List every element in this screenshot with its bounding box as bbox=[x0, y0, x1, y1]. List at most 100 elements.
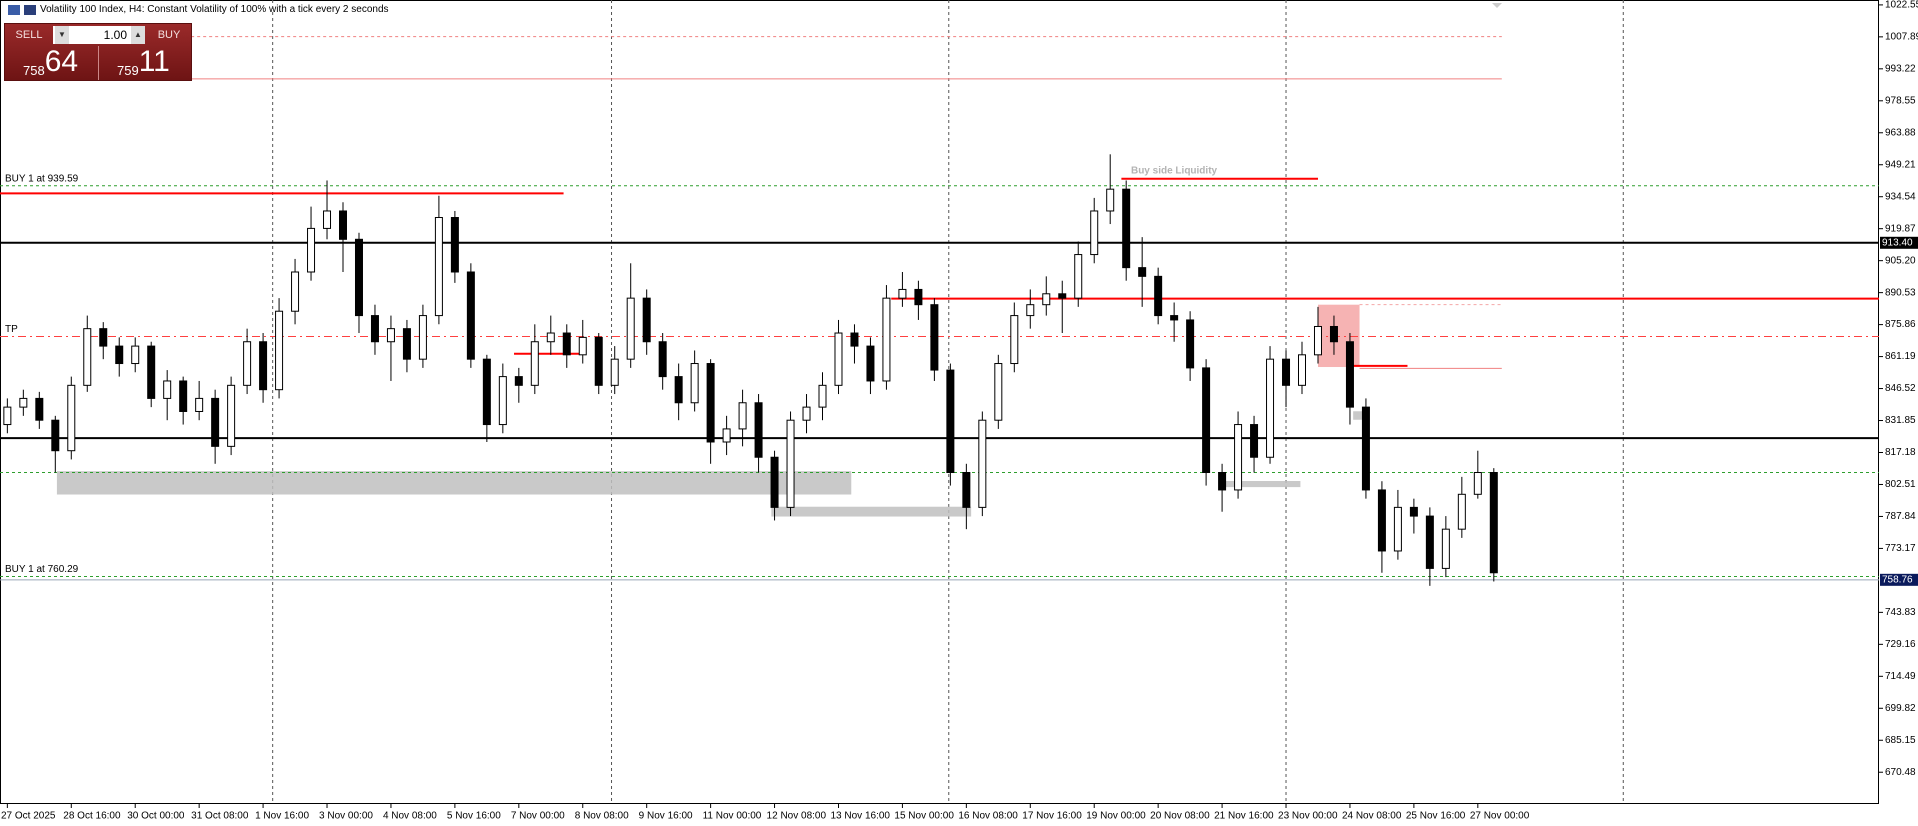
candle-body bbox=[1090, 210, 1099, 256]
candle-body bbox=[1170, 315, 1179, 321]
lot-down[interactable]: ▼ bbox=[55, 26, 69, 44]
candle-body bbox=[610, 358, 619, 386]
candle-body bbox=[1457, 493, 1466, 530]
y-tick-label: 1022.55 bbox=[1885, 0, 1918, 11]
level-label: BUY 1 at 939.59 bbox=[5, 173, 79, 184]
x-tick-label: 27 Nov 00:00 bbox=[1470, 811, 1530, 822]
candle-body bbox=[1298, 354, 1307, 386]
candle-body bbox=[882, 297, 891, 382]
y-tick-label: 934.54 bbox=[1885, 191, 1916, 202]
x-tick-label: 20 Nov 08:00 bbox=[1150, 811, 1210, 822]
y-tick-label: 963.88 bbox=[1885, 127, 1916, 138]
candle-body bbox=[131, 345, 140, 365]
candle-body bbox=[243, 341, 252, 386]
y-tick-label: 949.21 bbox=[1885, 159, 1916, 170]
sell-price-minor: 64 bbox=[44, 45, 79, 78]
candle-body bbox=[1058, 293, 1067, 299]
zone bbox=[771, 506, 972, 517]
price-badge bbox=[1880, 236, 1918, 249]
candle-body bbox=[1218, 472, 1227, 491]
candle-body bbox=[1042, 293, 1051, 306]
price-badge-label: 758.76 bbox=[1882, 574, 1913, 585]
x-tick-label: 31 Oct 08:00 bbox=[191, 811, 249, 822]
candle-body bbox=[722, 428, 731, 443]
buy-button[interactable]: BUY bbox=[157, 29, 181, 41]
candle-body bbox=[1409, 506, 1418, 517]
candle-body bbox=[19, 397, 28, 408]
candle-body bbox=[211, 397, 220, 447]
candle-body bbox=[67, 384, 76, 452]
candle-body bbox=[1186, 319, 1195, 369]
candle-body bbox=[323, 210, 332, 229]
candle-body bbox=[1282, 358, 1291, 386]
candle-body bbox=[179, 380, 188, 412]
candle-body bbox=[530, 341, 539, 386]
y-tick-label: 714.49 bbox=[1885, 671, 1916, 682]
x-tick-label: 25 Nov 16:00 bbox=[1406, 811, 1466, 822]
x-tick-label: 19 Nov 00:00 bbox=[1086, 811, 1146, 822]
x-tick-label: 27 Oct 2025 bbox=[1, 811, 56, 822]
x-tick-label: 11 Nov 00:00 bbox=[703, 811, 762, 822]
y-tick-label: 729.16 bbox=[1885, 639, 1916, 650]
candle-body bbox=[866, 345, 875, 382]
y-tick-label: 861.19 bbox=[1885, 351, 1916, 362]
symbol-icon bbox=[8, 5, 20, 15]
candle-body bbox=[754, 402, 763, 458]
candle-body bbox=[3, 406, 12, 426]
sell-button[interactable]: SELL bbox=[15, 29, 43, 41]
candle-body bbox=[1122, 188, 1131, 269]
candle-body bbox=[1361, 406, 1370, 491]
timeframe-icon bbox=[24, 5, 36, 15]
x-tick-label: 9 Nov 16:00 bbox=[639, 811, 693, 822]
y-tick-label: 670.48 bbox=[1885, 767, 1916, 778]
x-tick-label: 7 Nov 00:00 bbox=[511, 811, 565, 822]
candle-body bbox=[498, 376, 507, 426]
x-tick-label: 21 Nov 16:00 bbox=[1214, 811, 1274, 822]
candle-body bbox=[450, 217, 459, 273]
y-tick-label: 802.51 bbox=[1885, 479, 1916, 490]
candle-body bbox=[930, 304, 939, 371]
x-tick-label: 16 Nov 08:00 bbox=[958, 811, 1018, 822]
zone bbox=[56, 471, 852, 495]
price-badge bbox=[1880, 573, 1918, 586]
sell-price: 75864 bbox=[23, 46, 78, 80]
candle-body bbox=[1138, 267, 1147, 277]
y-tick-label: 787.84 bbox=[1885, 511, 1916, 522]
x-tick-label: 17 Nov 16:00 bbox=[1022, 811, 1082, 822]
candle-body bbox=[706, 363, 715, 443]
y-tick-label: 875.86 bbox=[1885, 319, 1916, 330]
candle-body bbox=[1441, 528, 1450, 569]
x-tick-label: 15 Nov 00:00 bbox=[894, 811, 954, 822]
candle-body bbox=[1266, 358, 1275, 458]
candle-body bbox=[1377, 489, 1386, 552]
candle-body bbox=[434, 217, 443, 317]
candle-body bbox=[418, 315, 427, 360]
candle-body bbox=[770, 456, 779, 508]
y-tick-label: 978.55 bbox=[1885, 95, 1916, 106]
zone bbox=[1225, 481, 1301, 488]
candle-body bbox=[275, 310, 284, 391]
candle-body bbox=[1489, 472, 1498, 574]
candle-body bbox=[642, 297, 651, 343]
lot-input[interactable]: 1.00 bbox=[53, 26, 145, 44]
candle-body bbox=[674, 376, 683, 404]
level-label: BUY 1 at 760.29 bbox=[5, 564, 79, 575]
candle-body bbox=[195, 397, 204, 412]
candle-body bbox=[51, 419, 60, 452]
candle-body bbox=[946, 369, 955, 474]
candle-body bbox=[1393, 506, 1402, 552]
candle-body bbox=[163, 380, 172, 399]
plot-frame bbox=[0, 0, 1879, 804]
sell-price-major: 758 bbox=[23, 63, 45, 78]
y-tick-label: 685.15 bbox=[1885, 735, 1916, 746]
y-tick-label: 743.83 bbox=[1885, 607, 1916, 618]
lot-up[interactable]: ▲ bbox=[131, 26, 145, 44]
x-tick-label: 13 Nov 16:00 bbox=[830, 811, 890, 822]
candle-body bbox=[259, 341, 268, 391]
y-tick-label: 699.82 bbox=[1885, 703, 1916, 714]
candle-body bbox=[99, 328, 108, 347]
y-tick-label: 905.20 bbox=[1885, 255, 1916, 266]
y-tick-label: 919.87 bbox=[1885, 223, 1916, 234]
candle-body bbox=[1313, 325, 1322, 356]
